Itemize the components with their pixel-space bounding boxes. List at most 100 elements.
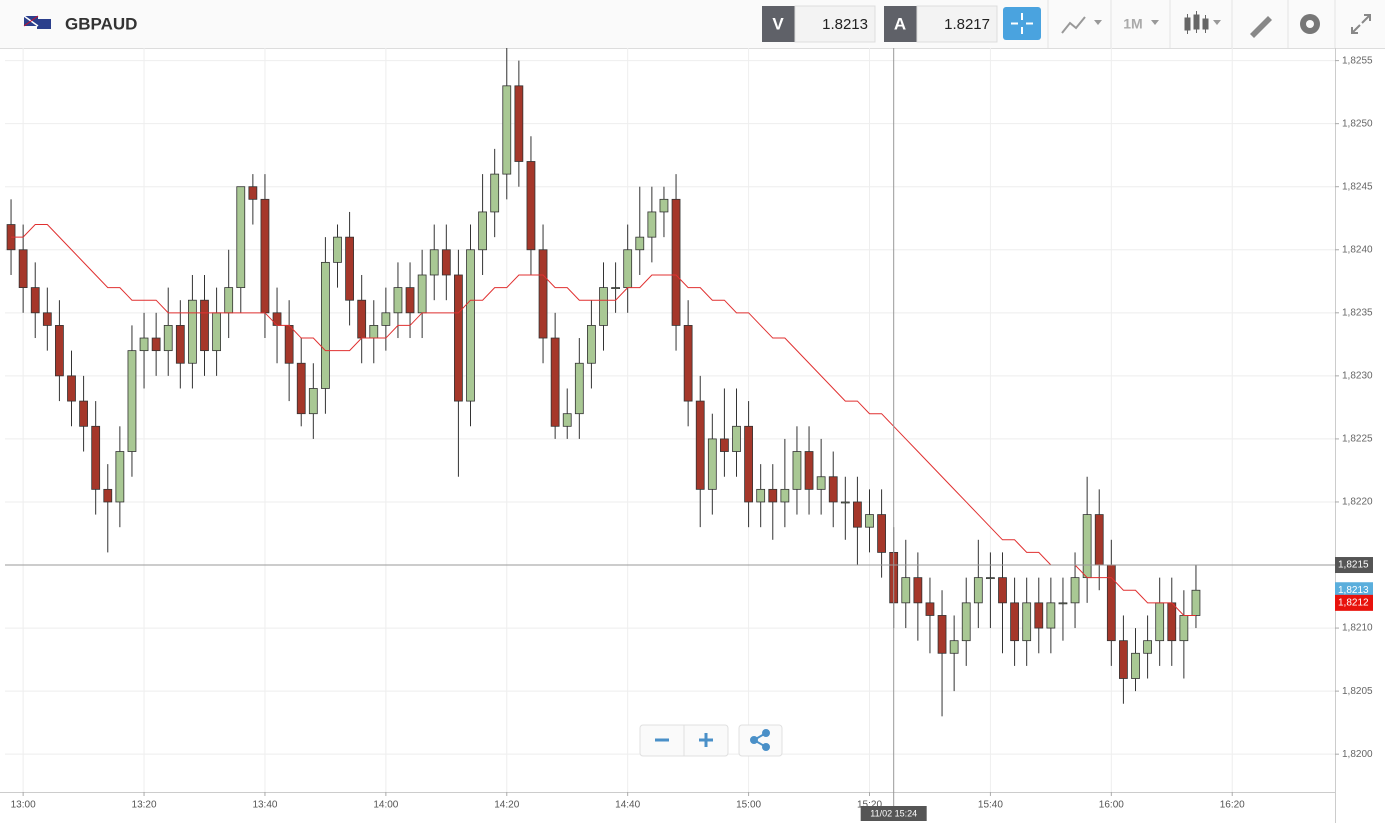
share-icon[interactable] bbox=[750, 729, 770, 751]
share-box[interactable] bbox=[738, 724, 783, 757]
draw-button[interactable] bbox=[1250, 16, 1272, 38]
candle-body bbox=[163, 325, 173, 352]
buy-price-box[interactable] bbox=[916, 5, 998, 43]
candle-body bbox=[1131, 652, 1140, 679]
y-tick-label: 1,8255 bbox=[1342, 55, 1373, 66]
candle-body bbox=[478, 211, 487, 251]
candle-body bbox=[333, 236, 342, 263]
candle-body bbox=[188, 299, 197, 364]
candle-body bbox=[272, 312, 282, 326]
zoom-in[interactable] bbox=[699, 733, 713, 747]
candle-body bbox=[587, 325, 596, 364]
candle-body bbox=[720, 438, 729, 452]
candle-body bbox=[151, 337, 161, 352]
sell-button[interactable] bbox=[762, 6, 795, 42]
crosshair-time-box bbox=[860, 806, 927, 821]
flag-icon bbox=[23, 15, 51, 29]
y-tick-label: 1,8235 bbox=[1342, 307, 1373, 318]
toolbar-separators bbox=[1047, 0, 1336, 48]
candle-body bbox=[659, 198, 669, 213]
candle-body bbox=[538, 249, 548, 339]
candle-body bbox=[925, 602, 935, 616]
candle-body bbox=[79, 400, 88, 427]
candle-body bbox=[937, 615, 947, 654]
candle-body bbox=[284, 325, 294, 364]
crosshair-button[interactable] bbox=[1003, 7, 1041, 40]
price-marker-label: 1,8212 bbox=[1338, 597, 1369, 608]
timeframe[interactable]: 1M bbox=[1123, 16, 1142, 32]
candle-body bbox=[296, 362, 306, 415]
candle-body bbox=[1106, 564, 1116, 642]
candle-body bbox=[998, 577, 1007, 604]
candle-body bbox=[1155, 602, 1165, 642]
candle-body bbox=[1022, 602, 1032, 642]
candle-body bbox=[67, 375, 76, 402]
candle-body bbox=[466, 249, 475, 402]
candle-body bbox=[224, 287, 234, 314]
candle-body bbox=[1058, 602, 1068, 605]
sell-price[interactable]: 1.8213 bbox=[822, 16, 868, 33]
candle-body bbox=[973, 577, 983, 604]
plot-area: 1,8255 1,8250 1,8245 1,8240 1,8235 1,8230 1,82… bbox=[5, 48, 1373, 821]
candle-body bbox=[695, 400, 705, 490]
y-tick-label: 1,8230 bbox=[1342, 371, 1373, 382]
candle-body bbox=[502, 85, 512, 175]
candle-body bbox=[792, 451, 802, 490]
candle-body bbox=[417, 274, 427, 314]
candle-body bbox=[1082, 514, 1092, 579]
x-tick-label: 15:20 bbox=[857, 800, 882, 811]
candle-body bbox=[1191, 589, 1201, 616]
timeframe-caret[interactable] bbox=[1151, 20, 1159, 25]
candle-body bbox=[139, 337, 149, 352]
candle-body bbox=[574, 362, 584, 415]
candle-body bbox=[840, 501, 850, 504]
candle-body bbox=[804, 451, 814, 490]
candle-body bbox=[103, 488, 113, 503]
candle-body bbox=[744, 425, 753, 503]
sell-price-box[interactable] bbox=[794, 5, 876, 43]
y-tick-label: 1,8205 bbox=[1342, 686, 1373, 697]
candle-body bbox=[405, 287, 415, 314]
candle-body bbox=[248, 186, 258, 200]
candle-body bbox=[599, 287, 608, 326]
candle-body bbox=[1034, 602, 1044, 629]
y-tick-label: 1,8200 bbox=[1342, 749, 1373, 760]
y-tick-label: 1,8250 bbox=[1342, 118, 1373, 129]
candle-body bbox=[816, 476, 826, 490]
candle-body bbox=[707, 438, 717, 490]
candle-body bbox=[212, 312, 221, 352]
x-tick-label: 14:40 bbox=[615, 800, 640, 811]
candle-body bbox=[1046, 602, 1056, 629]
toolbar bbox=[0, 0, 1385, 48]
candle-body bbox=[635, 236, 645, 251]
settings-button[interactable] bbox=[1300, 14, 1320, 34]
buy-label[interactable]: A bbox=[894, 14, 906, 33]
candle-body bbox=[393, 287, 403, 314]
y-tick-label: 1,8210 bbox=[1342, 623, 1373, 634]
buy-price[interactable]: 1.8217 bbox=[944, 16, 990, 33]
candle-body bbox=[490, 173, 500, 213]
fullscreen-button[interactable] bbox=[1351, 14, 1371, 34]
candle-body bbox=[55, 325, 64, 377]
candle-body bbox=[611, 287, 620, 289]
candle-body bbox=[683, 325, 693, 402]
candle-body bbox=[454, 274, 463, 402]
candle-body bbox=[381, 312, 391, 326]
candle-body bbox=[562, 413, 572, 427]
y-tick-label: 1,8245 bbox=[1342, 181, 1373, 192]
candle-body bbox=[732, 425, 741, 452]
candle-body bbox=[671, 198, 681, 326]
candle-body bbox=[42, 312, 52, 326]
candle-body bbox=[200, 299, 209, 352]
x-tick-label: 16:00 bbox=[1099, 800, 1124, 811]
candle-body bbox=[1167, 602, 1177, 642]
x-tick-label: 14:00 bbox=[373, 800, 398, 811]
zoom-controls bbox=[639, 724, 783, 757]
chart-type-button[interactable] bbox=[1184, 11, 1221, 34]
sell-label[interactable]: V bbox=[772, 14, 784, 33]
indicator-button[interactable] bbox=[1061, 16, 1102, 34]
candle-body bbox=[357, 299, 367, 339]
candle-body bbox=[901, 577, 911, 604]
buy-button[interactable] bbox=[884, 6, 917, 42]
candle-body bbox=[647, 211, 657, 238]
